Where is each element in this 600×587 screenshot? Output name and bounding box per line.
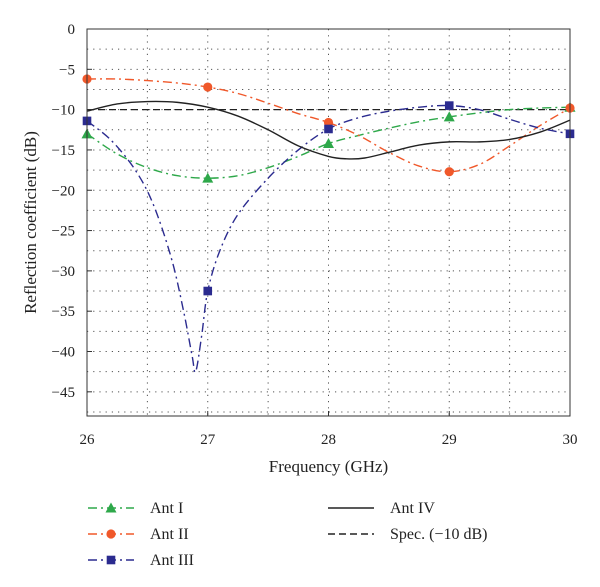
series-1-marker <box>444 167 454 177</box>
axes: 26 27 28 29 30 0 −5 −10 −15 −20 −25 −30 −35 −40 −45 <box>52 22 578 448</box>
y-tick-label: −5 <box>59 62 75 78</box>
legend-item: Ant III <box>88 552 194 569</box>
y-tick-label: −35 <box>52 304 75 320</box>
series-0-marker <box>323 137 334 148</box>
series-2-marker <box>203 286 213 296</box>
legend-item: Ant I <box>88 500 183 517</box>
x-tick-label: 27 <box>200 432 216 448</box>
legend-item: Ant II <box>88 526 189 543</box>
y-tick-label: −10 <box>52 103 75 119</box>
grid <box>87 29 570 416</box>
series-0-marker <box>443 111 455 122</box>
series-layer <box>81 74 576 374</box>
y-tick-label: −45 <box>52 385 75 401</box>
y-tick-label: 0 <box>68 22 76 38</box>
y-axis-title: Reflection coefficient (dB) <box>21 131 40 314</box>
series-0-group <box>81 101 576 183</box>
series-2-marker <box>444 101 454 110</box>
series-2-line <box>86 104 571 374</box>
x-tick-label: 29 <box>442 432 457 448</box>
x-tick-label: 28 <box>321 432 336 448</box>
legend: Ant I Ant II Ant III Ant IV Spec. (−10 dB) <box>88 500 487 569</box>
legend-label: Ant II <box>150 526 189 543</box>
legend-label: Ant I <box>150 500 183 517</box>
series-3-group <box>86 100 571 160</box>
x-tick-label: 26 <box>80 432 96 448</box>
legend-label: Ant III <box>150 552 194 569</box>
y-tick-label: −30 <box>52 264 75 280</box>
y-tick-label: −25 <box>52 224 75 240</box>
x-tick-label: 30 <box>563 432 578 448</box>
legend-item: Spec. (−10 dB) <box>328 526 487 543</box>
series-0-marker <box>202 172 214 183</box>
series-3-line <box>86 100 571 160</box>
legend-label: Spec. (−10 dB) <box>390 526 487 543</box>
legend-marker <box>105 502 117 513</box>
legend-label: Ant IV <box>390 500 435 517</box>
legend-marker <box>106 555 116 565</box>
x-axis-title: Frequency (GHz) <box>269 457 388 476</box>
legend-item: Ant IV <box>328 500 435 517</box>
y-tick-label: −40 <box>52 345 75 361</box>
series-2-marker <box>324 124 333 134</box>
y-tick-label: −20 <box>52 183 75 199</box>
y-tick-label: −15 <box>52 143 75 159</box>
series-1-marker <box>203 82 213 92</box>
legend-marker <box>106 529 116 539</box>
